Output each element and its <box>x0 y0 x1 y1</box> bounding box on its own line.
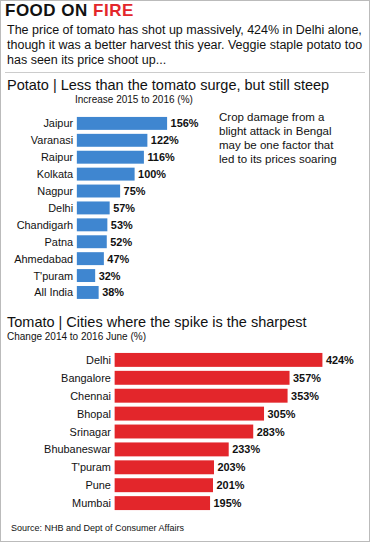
svg-text:Bangalore: Bangalore <box>61 372 111 384</box>
html-text:Change 2014 to 2016 June (%): Change 2014 to 2016 June (%) <box>7 330 146 342</box>
html-text:Increase 2015 to 2016 (%): Increase 2015 to 2016 (%) <box>75 94 193 105</box>
svg-text:305%: 305% <box>268 407 296 419</box>
svg-text:201%: 201% <box>216 479 244 491</box>
svg-text:Chennai: Chennai <box>70 390 111 402</box>
svg-text:T'puram: T'puram <box>33 270 73 282</box>
svg-text:Varanasi: Varanasi <box>31 134 73 146</box>
svg-text:75%: 75% <box>124 185 146 197</box>
svg-text:Chandigarh: Chandigarh <box>17 219 73 231</box>
svg-text:Mumbai: Mumbai <box>72 497 111 509</box>
svg-text:233%: 233% <box>232 443 260 455</box>
svg-text:32%: 32% <box>99 270 121 282</box>
svg-text:195%: 195% <box>214 497 242 509</box>
svg-text:353%: 353% <box>291 390 319 402</box>
svg-text:Bhubaneswar: Bhubaneswar <box>44 443 111 455</box>
svg-text:T'puram: T'puram <box>71 461 111 473</box>
svg-text:Delhi: Delhi <box>48 202 73 214</box>
svg-text:57%: 57% <box>113 202 135 214</box>
svg-text:Raipur: Raipur <box>41 151 74 163</box>
html-text:The price of tomato has shot u: The price of tomato has shot up massivel… <box>7 23 363 67</box>
svg-text:122%: 122% <box>151 134 179 146</box>
svg-text:Pune: Pune <box>85 479 111 491</box>
svg-text:Patna: Patna <box>45 236 74 248</box>
svg-text:53%: 53% <box>111 219 133 231</box>
html-text:FOOD ON FIRE: FOOD ON FIRE <box>5 1 134 20</box>
svg-text:Kolkata: Kolkata <box>37 168 74 180</box>
svg-text:Nagpur: Nagpur <box>37 185 73 197</box>
svg-text:357%: 357% <box>293 372 321 384</box>
html-text:Tomato | Cities where the spik: Tomato | Cities where the spike is the s… <box>7 313 307 330</box>
svg-text:283%: 283% <box>257 425 285 437</box>
svg-text:424%: 424% <box>326 354 354 366</box>
html-text:Source: NHB and Dept of Consum: Source: NHB and Dept of Consumer Affairs <box>11 522 184 533</box>
html-text:Potato | Less than the tomato: Potato | Less than the tomato surge, but… <box>7 77 330 93</box>
html-text:Crop damage from a blight atta: Crop damage from a blight attack in Beng… <box>219 111 337 165</box>
svg-text:47%: 47% <box>107 253 129 265</box>
svg-text:52%: 52% <box>110 236 132 248</box>
svg-text:156%: 156% <box>171 117 199 129</box>
svg-text:Bhopal: Bhopal <box>77 407 111 419</box>
svg-text:116%: 116% <box>147 151 175 163</box>
svg-text:Delhi: Delhi <box>86 354 111 366</box>
svg-text:203%: 203% <box>217 461 245 473</box>
svg-text:38%: 38% <box>102 286 124 298</box>
svg-text:All India: All India <box>34 286 74 298</box>
svg-text:100%: 100% <box>138 168 166 180</box>
svg-text:Srinagar: Srinagar <box>70 425 112 437</box>
svg-text:Ahmedabad: Ahmedabad <box>14 253 73 265</box>
svg-text:Jaipur: Jaipur <box>43 117 73 129</box>
